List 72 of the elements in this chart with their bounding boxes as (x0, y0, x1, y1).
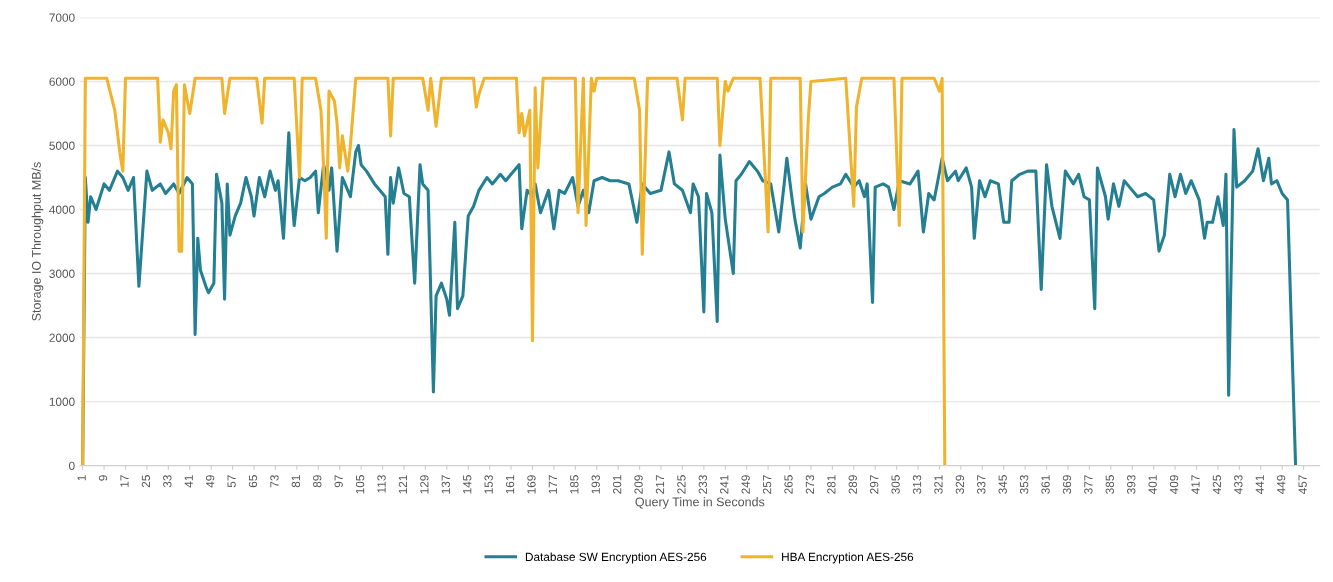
x-tick-label: 313 (912, 475, 922, 494)
x-tick-label: 73 (270, 475, 279, 488)
x-tick-label: 33 (163, 475, 172, 488)
x-tick-label: 345 (998, 475, 1007, 494)
x-tick-label: 353 (1019, 475, 1029, 494)
y-tick-label: 2000 (49, 333, 75, 342)
x-tick-label: 65 (248, 475, 258, 488)
x-tick-label: 97 (334, 475, 343, 488)
x-tick-label: 17 (120, 475, 129, 487)
x-tick-label: 209 (634, 475, 643, 494)
y-tick-label: 1000 (49, 397, 75, 406)
x-tick-label: 241 (720, 475, 729, 494)
y-tick-label: 3000 (49, 269, 75, 278)
x-tick-label: 329 (955, 475, 965, 494)
x-tick-label: 185 (570, 475, 579, 494)
x-tick-label: 193 (591, 475, 600, 494)
x-tick-label: 393 (1127, 475, 1136, 494)
x-tick-label: 337 (977, 475, 986, 494)
x-tick-label: 361 (1041, 475, 1050, 494)
x-tick-label: 233 (698, 475, 708, 494)
x-tick-label: 305 (891, 475, 900, 494)
x-tick-label: 81 (291, 475, 301, 488)
x-tick-label: 129 (420, 475, 429, 494)
x-tick-label: 297 (870, 475, 879, 494)
line-series (81, 76, 947, 466)
y-tick-label: 6000 (49, 77, 75, 86)
x-tick-label: 25 (141, 475, 151, 488)
y-tick-label: 7000 (49, 13, 75, 22)
x-tick-label: 449 (1276, 475, 1286, 495)
x-tick-label: 217 (655, 475, 665, 494)
x-tick-label: 441 (1255, 475, 1264, 495)
y-tick-label: 5000 (49, 141, 75, 150)
legend-label: Database SW Encryption AES-256 (525, 552, 707, 564)
x-tick-label: 121 (398, 475, 408, 494)
x-tick-label: 49 (205, 475, 215, 488)
x-tick-label: 201 (612, 475, 622, 494)
y-axis-title: Storage IO Throughput MB/s (31, 162, 44, 321)
y-tick-label: 0 (69, 461, 75, 470)
x-tick-label: 401 (1148, 475, 1157, 495)
x-tick-label: 409 (1169, 475, 1179, 495)
x-tick-label: 249 (741, 475, 750, 494)
x-tick-label: 385 (1105, 475, 1114, 494)
x-tick-label: 105 (355, 475, 365, 494)
x-tick-label: 273 (805, 475, 815, 494)
x-tick-label: 137 (441, 475, 450, 494)
x-tick-label: 321 (934, 475, 943, 494)
x-axis-title: Query Time in Seconds (635, 497, 765, 509)
x-tick-label: 113 (377, 475, 386, 493)
x-tick-label: 161 (505, 475, 515, 494)
x-tick-label: 41 (184, 475, 193, 488)
x-tick-label: 9 (98, 475, 108, 481)
x-tick-label: 169 (527, 475, 536, 494)
legend-label: HBA Encryption AES-256 (782, 552, 914, 564)
x-tick-label: 369 (1062, 475, 1072, 494)
x-tick-label: 1 (77, 475, 86, 481)
y-tick-label: 4000 (49, 205, 75, 214)
x-tick-label: 289 (848, 475, 857, 494)
x-tick-label: 257 (762, 475, 772, 494)
x-tick-label: 225 (677, 475, 686, 494)
x-tick-label: 145 (463, 475, 472, 494)
x-tick-label: 177 (548, 475, 557, 494)
x-tick-label: 433 (1234, 475, 1243, 495)
x-tick-label: 425 (1212, 475, 1222, 495)
x-tick-label: 89 (313, 475, 322, 488)
x-tick-label: 417 (1191, 475, 1200, 495)
x-tick-label: 153 (484, 475, 493, 494)
x-tick-label: 377 (1084, 475, 1093, 494)
x-tick-label: 265 (784, 475, 793, 494)
line-series (81, 127, 1298, 466)
x-tick-label: 57 (227, 475, 236, 488)
x-tick-label: 281 (827, 475, 836, 494)
x-tick-label: 457 (1298, 475, 1307, 495)
